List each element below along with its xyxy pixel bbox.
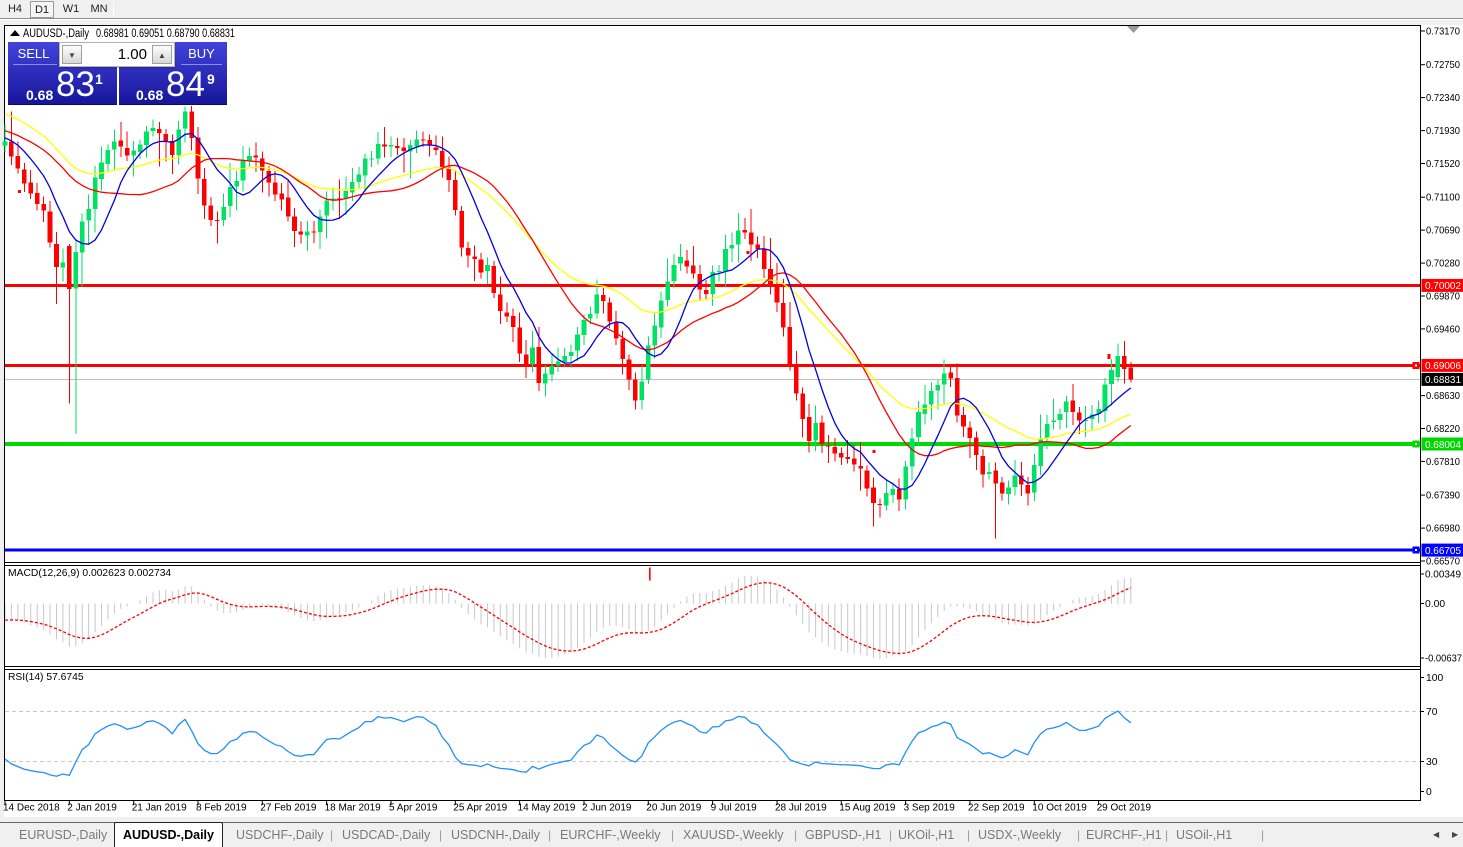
- svg-text:RSI(14) 57.6745: RSI(14) 57.6745: [8, 672, 84, 683]
- svg-text:-0.00637: -0.00637: [1425, 654, 1462, 665]
- svg-text:15 Aug 2019: 15 Aug 2019: [839, 803, 896, 814]
- svg-text:0.69870: 0.69870: [1426, 292, 1460, 303]
- svg-text:29 Oct 2019: 29 Oct 2019: [1097, 803, 1152, 814]
- svg-text:3 Sep 2019: 3 Sep 2019: [904, 803, 956, 814]
- svg-text:0.68831: 0.68831: [1425, 375, 1461, 386]
- svg-text:2 Jan 2019: 2 Jan 2019: [67, 803, 117, 814]
- svg-text:0.69460: 0.69460: [1426, 324, 1460, 335]
- svg-text:30: 30: [1426, 757, 1438, 768]
- svg-text:20 Jun 2019: 20 Jun 2019: [646, 803, 701, 814]
- svg-text:100: 100: [1426, 673, 1443, 684]
- svg-text:14 May 2019: 14 May 2019: [518, 803, 576, 814]
- svg-text:0.68981 0.69051 0.68790 0.6883: 0.68981 0.69051 0.68790 0.68831: [96, 28, 235, 40]
- svg-text:0.73170: 0.73170: [1426, 27, 1460, 38]
- svg-text:0.69006: 0.69006: [1425, 361, 1461, 372]
- svg-text:0.67810: 0.67810: [1426, 457, 1460, 468]
- svg-text:28 Jul 2019: 28 Jul 2019: [775, 803, 827, 814]
- svg-text:5 Apr 2019: 5 Apr 2019: [389, 803, 438, 814]
- svg-text:0.67390: 0.67390: [1426, 491, 1460, 502]
- svg-text:10 Oct 2019: 10 Oct 2019: [1032, 803, 1087, 814]
- svg-text:70: 70: [1426, 707, 1438, 718]
- svg-text:2 Jun 2019: 2 Jun 2019: [582, 803, 632, 814]
- svg-text:0.71520: 0.71520: [1426, 159, 1460, 170]
- svg-text:AUDUSD-,Daily: AUDUSD-,Daily: [23, 28, 89, 40]
- svg-text:0.70002: 0.70002: [1425, 281, 1461, 292]
- svg-text:0.72340: 0.72340: [1426, 93, 1460, 104]
- svg-text:18 Mar 2019: 18 Mar 2019: [325, 803, 382, 814]
- svg-text:0.70280: 0.70280: [1426, 259, 1460, 270]
- svg-text:27 Feb 2019: 27 Feb 2019: [260, 803, 317, 814]
- svg-text:9 Jul 2019: 9 Jul 2019: [711, 803, 758, 814]
- svg-text:0.68630: 0.68630: [1426, 391, 1460, 402]
- svg-text:0: 0: [1426, 787, 1432, 798]
- svg-text:8 Feb 2019: 8 Feb 2019: [196, 803, 247, 814]
- svg-text:21 Jan 2019: 21 Jan 2019: [132, 803, 187, 814]
- svg-text:0.66705: 0.66705: [1425, 546, 1461, 557]
- svg-text:0.71100: 0.71100: [1426, 193, 1460, 204]
- svg-text:22 Sep 2019: 22 Sep 2019: [968, 803, 1025, 814]
- svg-text:0.71930: 0.71930: [1426, 126, 1460, 137]
- svg-text:0.00349: 0.00349: [1425, 570, 1461, 581]
- svg-text:25 Apr 2019: 25 Apr 2019: [453, 803, 507, 814]
- svg-text:0.68004: 0.68004: [1425, 440, 1461, 451]
- svg-text:0.00: 0.00: [1425, 599, 1445, 610]
- svg-text:MACD(12,26,9) 0.002623 0.00273: MACD(12,26,9) 0.002623 0.002734: [8, 568, 171, 579]
- svg-text:0.70690: 0.70690: [1426, 226, 1460, 237]
- svg-text:0.68220: 0.68220: [1426, 424, 1460, 435]
- svg-text:0.66980: 0.66980: [1426, 524, 1460, 535]
- svg-text:0.66570: 0.66570: [1426, 557, 1460, 568]
- svg-text:14 Dec 2018: 14 Dec 2018: [3, 803, 60, 814]
- svg-text:0.72750: 0.72750: [1426, 60, 1460, 71]
